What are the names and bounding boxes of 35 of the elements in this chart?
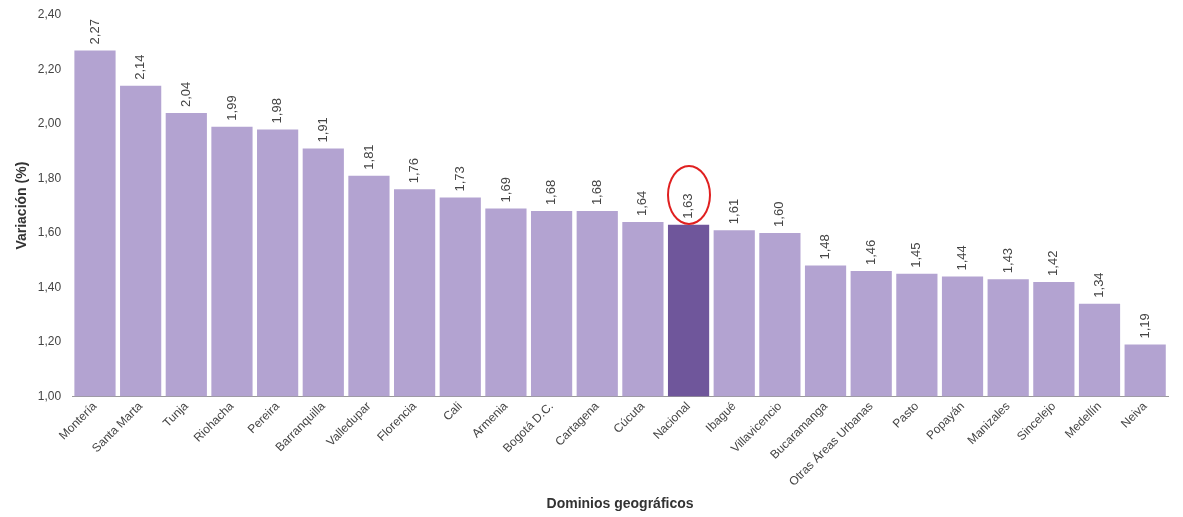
data-label: 1,69 [497,177,513,203]
data-label: 1,43 [999,247,1015,274]
data-label: 1,42 [1045,250,1061,276]
y-tick-label: 1,60 [37,225,62,240]
data-label: 2,14 [132,54,148,80]
data-label: 1,73 [451,166,467,192]
data-label: 1,46 [862,239,878,266]
data-label: 1,63 [680,193,696,219]
data-label: 1,19 [1136,313,1152,339]
data-label: 1,76 [406,158,422,184]
data-label: 1,34 [1091,272,1107,298]
y-tick-label: 1,40 [37,279,62,294]
data-label: 1,61 [725,198,741,225]
x-axis-title: Dominios geográficos [546,495,694,512]
x-tick-label: Cali [440,398,465,424]
y-tick-label: 2,20 [37,61,62,76]
data-label: 2,27 [86,19,102,45]
data-label: 1,64 [634,190,650,216]
data-label: 1,48 [817,234,833,260]
data-label: 1,45 [908,242,924,268]
data-label: 1,44 [954,245,970,271]
data-label: 1,60 [771,201,787,227]
y-tick-label: 2,00 [37,116,62,131]
data-label: 1,81 [360,144,376,170]
y-tick-label: 1,80 [37,170,62,185]
data-label: 1,68 [588,179,604,206]
data-label: 1,98 [269,98,285,124]
data-label: 1,68 [543,179,559,206]
y-tick-label: 1,00 [37,388,62,403]
data-label: 1,99 [223,95,239,121]
y-axis-title: Variación (%) [13,161,30,250]
data-label: 2,04 [177,81,193,108]
y-tick-label: 2,40 [37,7,62,22]
data-label: 1,91 [314,117,330,143]
y-tick-label: 1,20 [37,334,62,349]
